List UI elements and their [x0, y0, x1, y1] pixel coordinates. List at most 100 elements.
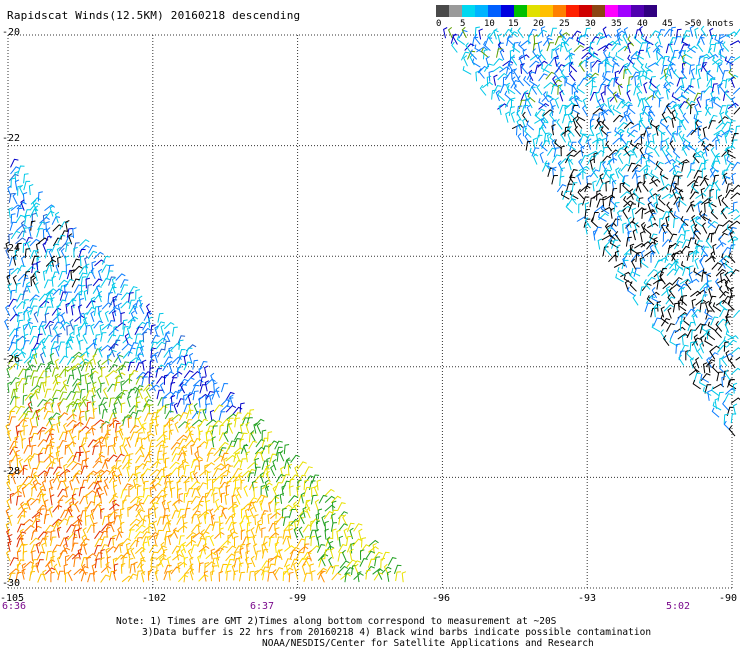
wind-barb: [135, 401, 141, 412]
wind-barb: [672, 276, 683, 285]
map-gridlines: [7, 34, 733, 589]
wind-barb: [31, 212, 37, 224]
wind-barb: [309, 529, 317, 540]
wind-barb: [732, 201, 738, 212]
wind-barb: [107, 423, 112, 435]
wind-barb: [81, 442, 87, 455]
wind-barb: [5, 247, 10, 260]
wind-barb: [383, 563, 390, 576]
wind-barb: [660, 174, 665, 186]
wind-barb: [316, 479, 321, 491]
wind-barb: [653, 270, 665, 278]
wind-barb: [186, 422, 192, 434]
wind-barb: [691, 215, 696, 227]
wind-barb: [509, 27, 518, 38]
wind-barb: [497, 33, 503, 45]
lat-label: -24: [2, 243, 21, 254]
wind-barb: [551, 79, 562, 88]
wind-barb: [19, 429, 24, 442]
wind-barb: [42, 228, 48, 239]
wind-barb: [359, 549, 365, 560]
time-label: 6:36: [2, 601, 27, 612]
wind-barb: [220, 382, 229, 393]
wind-barb: [275, 536, 283, 547]
wind-barb: [627, 57, 636, 67]
wind-barb: [641, 106, 650, 117]
wind-barb: [164, 371, 175, 379]
wind-barb: [284, 545, 295, 552]
wind-barb: [725, 162, 735, 172]
wind-barb: [260, 496, 268, 506]
wind-barb: [552, 166, 557, 178]
wind-barb: [726, 339, 737, 348]
wind-barb: [639, 286, 646, 296]
wind-barb: [72, 435, 77, 447]
wind-barb: [57, 279, 68, 288]
wind-barb: [584, 208, 590, 219]
wind-barb: [693, 334, 699, 346]
wind-barb: [615, 167, 620, 179]
wind-barb: [136, 389, 143, 399]
wind-barb: [474, 44, 484, 54]
wind-barb: [101, 323, 113, 331]
wind-barb: [108, 276, 116, 286]
wind-barb: [126, 395, 132, 408]
wind-barb: [115, 422, 121, 433]
wind-barb: [613, 114, 624, 123]
wind-barb: [534, 118, 546, 124]
wind-barb: [77, 527, 83, 539]
wind-barb: [324, 520, 329, 532]
wind-barb: [169, 429, 174, 440]
wind-barb: [155, 337, 167, 345]
wind-barb: [544, 160, 552, 172]
wind-barb: [627, 286, 636, 297]
wind-barb: [188, 403, 193, 415]
wind-barb: [66, 460, 77, 468]
wind-barb: [367, 558, 376, 568]
wind-barb: [648, 84, 657, 95]
wind-barb: [93, 522, 98, 533]
wind-barb: [721, 70, 729, 80]
wind-barb: [597, 62, 604, 73]
wind-barb: [581, 52, 592, 60]
wind-barb: [681, 76, 686, 88]
wind-barb: [31, 409, 41, 419]
wind-barb: [148, 512, 153, 524]
wind-barb: [50, 412, 61, 421]
wind-barb: [31, 511, 43, 519]
wind-barb: [235, 493, 241, 505]
wind-barb: [545, 71, 556, 80]
wind-barb: [9, 395, 18, 405]
wind-barb: [249, 506, 255, 519]
wind-barb: [199, 384, 207, 394]
wind-barb: [233, 468, 243, 477]
wind-barb: [592, 229, 598, 241]
wind-barb: [729, 60, 734, 72]
wind-barb: [447, 27, 453, 39]
wind-barb: [724, 369, 731, 381]
wind-barb: [460, 51, 470, 61]
wind-barb: [726, 406, 734, 417]
wind-barb: [178, 339, 184, 350]
wind-barb: [111, 277, 117, 289]
wind-barb: [38, 300, 50, 308]
wind-barb: [644, 302, 652, 312]
wind-barb: [541, 111, 549, 123]
wind-barb: [91, 260, 96, 272]
wind-barb: [700, 90, 707, 101]
colorbar-swatch: [553, 5, 566, 17]
wind-barb: [157, 475, 167, 485]
wind-barb: [681, 239, 691, 249]
wind-barb: [94, 334, 101, 345]
wind-barb: [296, 485, 301, 497]
wind-barb: [149, 496, 160, 504]
wind-barb: [578, 202, 583, 214]
wind-barb: [623, 196, 631, 207]
wind-barb: [150, 460, 161, 469]
wind-barb: [134, 385, 144, 394]
wind-barb: [525, 140, 532, 151]
wind-barb: [128, 299, 136, 310]
wind-barb: [204, 523, 215, 533]
wind-barb: [52, 288, 63, 296]
wind-barb: [122, 483, 132, 492]
